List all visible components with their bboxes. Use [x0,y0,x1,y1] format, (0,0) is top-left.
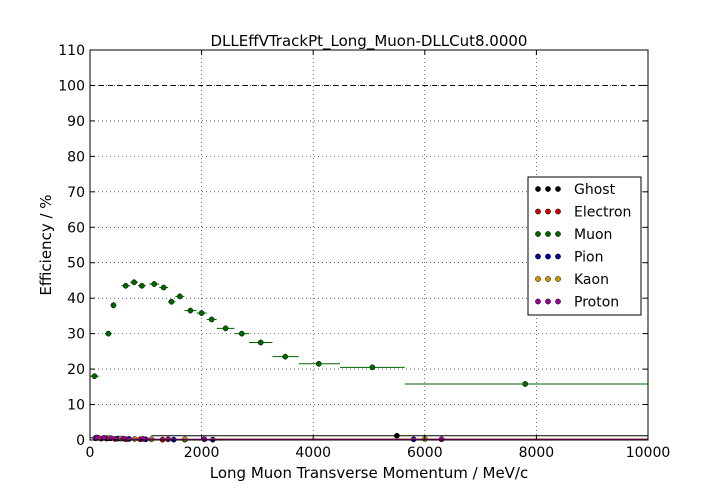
y-tick-label: 70 [67,185,85,201]
y-tick-label: 10 [67,398,85,414]
y-tick-label: 80 [67,149,85,165]
plot-frame [89,49,649,441]
legend-label: Muon [574,227,612,243]
legend-marker [545,253,551,260]
x-tick-label: 2000 [184,445,220,461]
data-point [131,279,137,286]
legend-marker [535,298,541,305]
data-point [105,330,112,337]
legend-box [527,176,642,316]
data-point [140,436,146,442]
data-point [91,373,98,380]
legend-marker [555,208,561,215]
legend-marker [555,276,561,282]
legend-marker [545,276,551,282]
data-point [201,436,208,443]
legend-marker [545,208,551,215]
legend-marker [555,186,561,192]
ticks: 0 2000 4000 6000 8000 10000 0 10 20 30 40 50 60 70 80 9… [58,43,670,461]
data-point [522,381,529,387]
legend-marker [545,231,551,237]
series-muon [90,279,648,387]
legend-label: Electron [574,205,631,221]
legend-label: Ghost [574,182,616,198]
y-tick-label: 110 [58,43,85,59]
x-tick-label: 10000 [626,445,671,461]
legend-marker [535,186,541,192]
data-layer [90,279,648,443]
data-point [93,434,100,441]
data-point [122,282,129,289]
y-tick-label: 60 [67,220,85,236]
legend-label: Proton [574,295,619,311]
x-axis-label: Long Muon Transverse Momentum / MeV/c [210,464,528,482]
y-tick-label: 30 [67,327,85,343]
data-point [222,325,229,332]
legend-marker [555,253,561,260]
y-tick-label: 40 [67,291,85,307]
y-tick-label: 20 [67,362,85,378]
legend-marker [545,186,551,192]
data-point [438,436,445,443]
legend-label: Kaon [574,272,609,288]
legend-label: Pion [574,250,603,266]
legend-marker [535,276,541,282]
legend-marker [535,208,541,215]
data-point [257,339,264,346]
legend-marker [555,231,561,237]
series-ghost [151,432,648,439]
data-point [168,298,175,305]
x-tick-label: 0 [86,445,95,461]
chart-title: DLLEffVTrackPt_Long_Muon-DLLCut8.0000 [211,32,528,51]
data-point [198,310,205,316]
data-point [176,293,183,300]
y-tick-label: 50 [67,256,85,272]
data-point [315,360,322,367]
legend-marker [555,298,561,305]
x-tick-label: 6000 [407,445,443,461]
data-point [369,364,376,371]
data-point [110,302,117,309]
data-point [151,281,158,287]
legend-marker [535,231,541,237]
legend: Ghost Electron Muon Pion Kaon Proton [527,176,642,316]
y-axis-label: Efficiency / % [37,194,55,295]
y-tick-label: 100 [58,78,85,94]
data-point [187,307,194,314]
legend-marker [545,298,551,305]
x-tick-label: 4000 [295,445,331,461]
data-point [238,330,245,337]
data-point [282,353,289,360]
data-point [394,432,400,439]
data-point [160,284,167,291]
y-tick-label: 90 [67,114,85,130]
y-tick-label: 0 [76,433,85,449]
x-tick-label: 8000 [519,445,555,461]
data-point [139,282,145,289]
data-point [165,436,171,443]
legend-marker [535,253,541,260]
data-point [208,316,215,323]
